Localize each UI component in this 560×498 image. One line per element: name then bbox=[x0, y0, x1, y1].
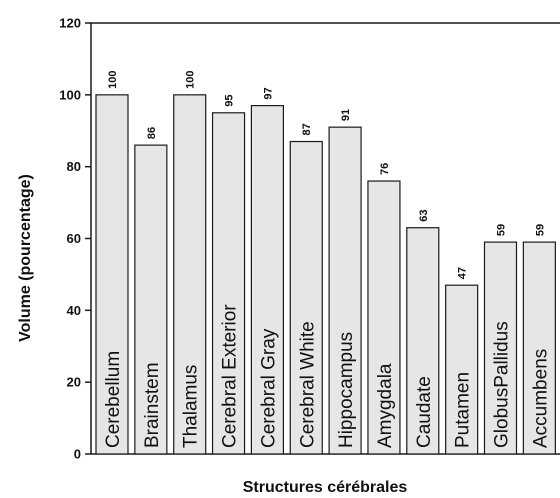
data-label: 63 bbox=[418, 209, 430, 221]
category-label: Hippocampus bbox=[336, 332, 357, 448]
data-label: 76 bbox=[379, 163, 391, 175]
data-label: 97 bbox=[262, 87, 274, 99]
bar bbox=[483, 241, 518, 455]
data-label: 59 bbox=[534, 224, 546, 236]
y-tick-label: 80 bbox=[67, 159, 81, 174]
category-label: Brainstem bbox=[142, 362, 163, 448]
category-label: Cerebellum bbox=[103, 351, 124, 448]
data-label: 91 bbox=[340, 109, 352, 121]
category-label: Amygdala bbox=[375, 363, 396, 448]
bar bbox=[367, 180, 401, 455]
y-axis: 0 20 40 60 80 100 120 bbox=[59, 16, 560, 462]
bar bbox=[445, 284, 479, 455]
category-label: Thalamus bbox=[181, 365, 202, 448]
bar bbox=[211, 112, 246, 455]
data-label: 59 bbox=[496, 224, 508, 236]
category-label: Putamen bbox=[453, 372, 474, 448]
y-tick-label: 100 bbox=[59, 87, 81, 102]
data-label: 100 bbox=[107, 70, 119, 88]
category-label: Cerebral Exterior bbox=[220, 304, 241, 448]
bar bbox=[250, 105, 284, 455]
data-label: 100 bbox=[185, 70, 197, 88]
y-tick-label: 20 bbox=[67, 375, 81, 390]
y-tick-label: 40 bbox=[67, 303, 81, 318]
bar bbox=[95, 94, 129, 455]
bar bbox=[173, 94, 207, 455]
category-label: GlobusPallidus bbox=[492, 321, 513, 448]
x-axis-title: Structures cérébrales bbox=[243, 479, 408, 496]
bars-group: 100 Cerebellum 86 Brainstem 100 Thalamus 95 Cer… bbox=[95, 70, 556, 455]
bar bbox=[406, 227, 440, 455]
y-tick-label: 120 bbox=[59, 16, 81, 31]
bar bbox=[134, 144, 168, 455]
y-tick-label: 60 bbox=[67, 231, 81, 246]
data-label: 87 bbox=[301, 123, 313, 135]
y-axis-title: Volume (pourcentage) bbox=[17, 174, 34, 342]
category-label: Caudate bbox=[414, 376, 435, 448]
data-label: 86 bbox=[146, 127, 158, 139]
bar bbox=[522, 241, 556, 455]
data-label: 95 bbox=[224, 95, 236, 107]
category-label: Cerebral White bbox=[297, 321, 318, 448]
category-label: Accumbens bbox=[530, 349, 551, 448]
y-tick-label: 0 bbox=[74, 447, 81, 462]
bar bbox=[289, 140, 323, 455]
data-label: 47 bbox=[457, 267, 469, 279]
category-label: Cerebral Gray bbox=[258, 328, 279, 448]
bar bbox=[328, 126, 362, 455]
